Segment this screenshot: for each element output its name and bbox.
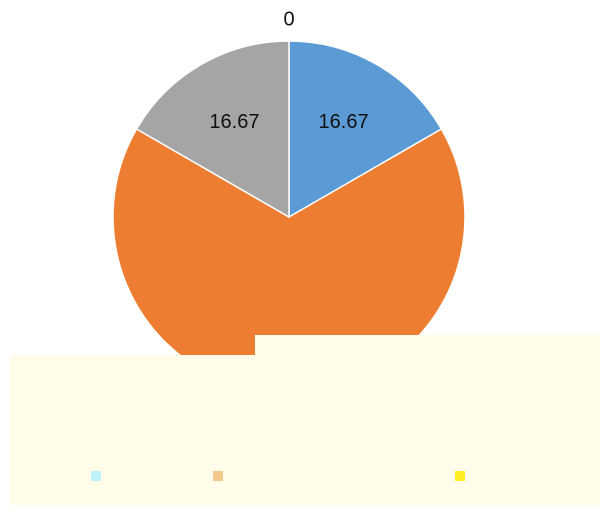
- data-label: 16.67: [319, 111, 369, 133]
- legend-swatch: [455, 471, 465, 481]
- legend-swatch: [213, 471, 223, 481]
- chart-title: 0: [283, 8, 294, 30]
- pie-slice: [135, 40, 290, 219]
- overlay-panel: [255, 335, 600, 357]
- overlay: [10, 335, 600, 505]
- data-label: 16.67: [209, 111, 259, 133]
- overlay-panel: [10, 355, 600, 505]
- pie-slice: [288, 40, 443, 219]
- legend-swatch: [91, 471, 101, 481]
- pie: [112, 40, 466, 394]
